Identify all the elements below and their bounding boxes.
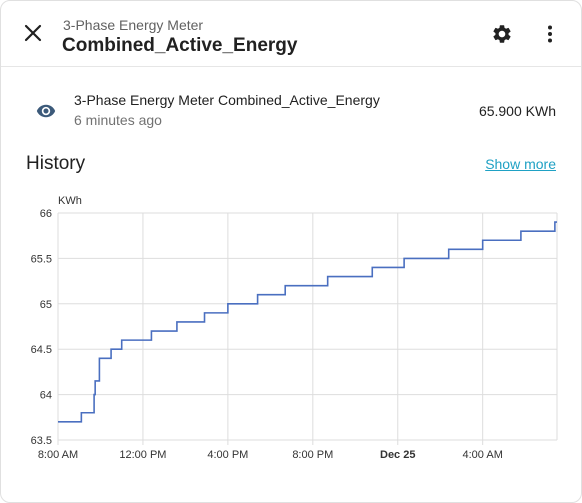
y-tick-label: 66 (40, 208, 52, 220)
entity-state-value: 65.900 KWh (478, 103, 556, 119)
close-button[interactable] (15, 15, 51, 51)
history-title: History (26, 153, 86, 174)
header-divider (1, 66, 581, 67)
y-tick-label: 63.5 (31, 435, 52, 447)
y-tick-label: 64.5 (31, 344, 52, 356)
x-tick-label: 12:00 PM (119, 449, 166, 461)
y-tick-label: 65.5 (31, 253, 52, 265)
show-more-link[interactable]: Show more (485, 156, 556, 172)
x-tick-label: 4:00 PM (207, 449, 248, 461)
series-line (58, 221, 557, 423)
y-tick-label: 64 (40, 390, 52, 402)
history-chart-svg: 63.5 64 64.5 65 65.5 66 8:00 AM 12:00 PM 4:00 PM… (31, 195, 558, 461)
x-tick-label: 8:00 PM (292, 449, 333, 461)
dialog-title: Combined_Active_Energy (62, 35, 298, 56)
y-axis-unit-label: KWh (58, 195, 82, 207)
dialog-header: 3-Phase Energy Meter Combined_Active_Ene… (1, 1, 581, 67)
y-tick-label: 65 (40, 299, 52, 311)
history-chart[interactable]: 63.5 64 64.5 65 65.5 66 8:00 AM 12:00 PM 4:00 PM… (1, 187, 581, 477)
x-tick-label: Dec 25 (380, 449, 415, 461)
close-icon (24, 24, 42, 42)
x-tick-label: 8:00 AM (38, 449, 78, 461)
dialog-subtitle: 3-Phase Energy Meter (63, 17, 204, 33)
more-vert-icon (548, 25, 552, 43)
entity-last-changed: 6 minutes ago (74, 112, 162, 128)
more-options-button[interactable] (532, 16, 568, 52)
eye-icon (36, 104, 56, 118)
settings-button[interactable] (484, 16, 520, 52)
entity-name: 3-Phase Energy Meter Combined_Active_Ene… (74, 92, 380, 108)
x-tick-label: 4:00 AM (463, 449, 503, 461)
entity-row[interactable]: 3-Phase Energy Meter Combined_Active_Ene… (1, 81, 581, 141)
gear-icon (493, 25, 511, 43)
